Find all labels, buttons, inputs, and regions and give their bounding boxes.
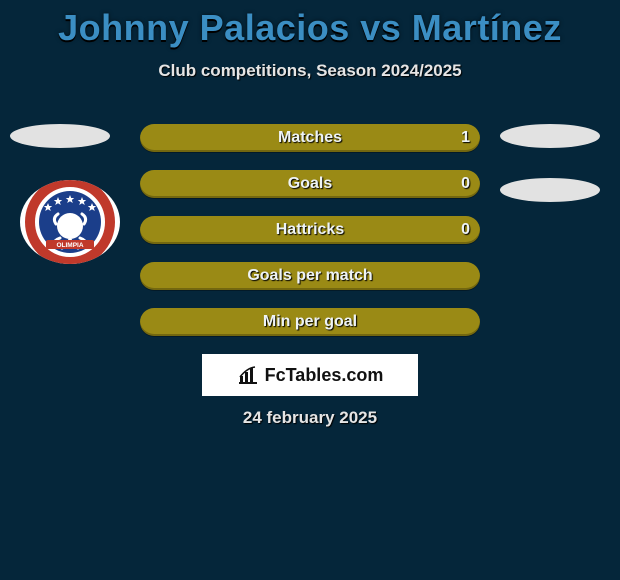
stat-label: Min per goal	[140, 308, 480, 336]
stat-row-hattricks: Hattricks 0	[140, 216, 480, 244]
olimpia-crest-icon: OLIMPIA	[20, 180, 120, 264]
stat-right-value: 0	[461, 216, 470, 244]
stat-label: Matches	[140, 124, 480, 152]
stat-label: Goals per match	[140, 262, 480, 290]
subtitle: Club competitions, Season 2024/2025	[0, 61, 620, 81]
stat-row-min-per-goal: Min per goal	[140, 308, 480, 336]
stat-row-goals-per-match: Goals per match	[140, 262, 480, 290]
player-left-club-logo: OLIMPIA	[20, 180, 120, 264]
bar-chart-icon	[237, 365, 259, 385]
source-attribution: FcTables.com	[202, 354, 418, 396]
player-left-country-flag	[10, 124, 110, 148]
player-right-country-flag	[500, 124, 600, 148]
stat-label: Goals	[140, 170, 480, 198]
club-left-label: OLIMPIA	[56, 242, 83, 249]
stat-row-matches: Matches 1	[140, 124, 480, 152]
page-title: Johnny Palacios vs Martínez	[0, 0, 620, 49]
stat-label: Hattricks	[140, 216, 480, 244]
generation-date: 24 february 2025	[0, 408, 620, 428]
stat-right-value: 0	[461, 170, 470, 198]
stat-row-goals: Goals 0	[140, 170, 480, 198]
source-text: FcTables.com	[265, 365, 384, 386]
player-right-club-logo	[500, 178, 600, 202]
stat-right-value: 1	[461, 124, 470, 152]
stats-comparison: Matches 1 Goals 0 Hattricks 0 Goals per …	[140, 124, 480, 354]
